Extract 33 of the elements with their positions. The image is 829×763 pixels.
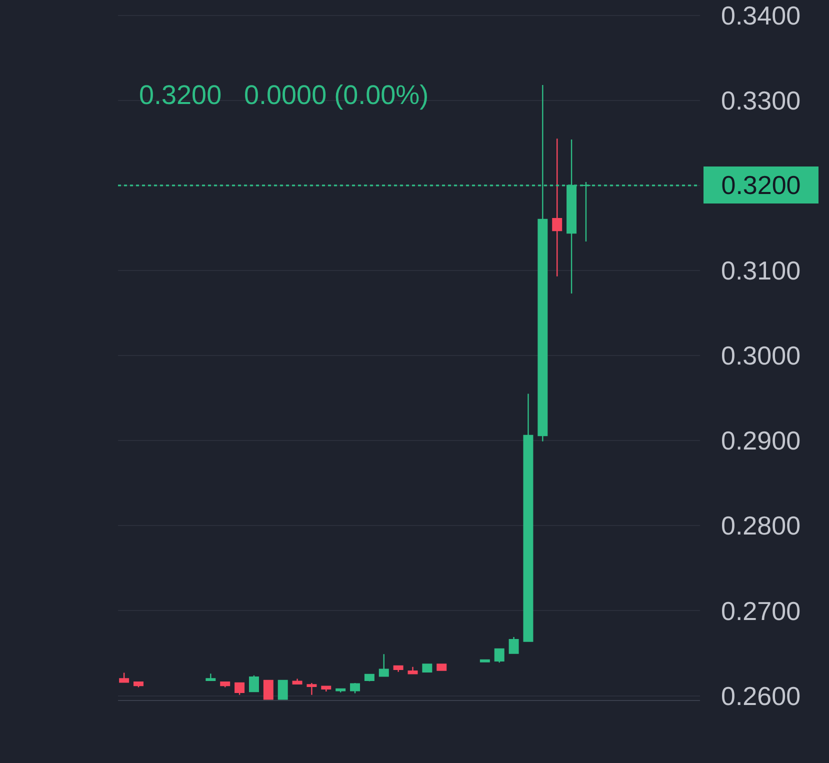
candlestick [408, 666, 418, 674]
y-tick-label: 0.3300 [721, 85, 801, 116]
candlestick [393, 665, 404, 673]
y-tick-label: 0.2600 [721, 680, 801, 711]
candlestick [263, 680, 274, 700]
candlestick [364, 674, 374, 682]
candlestick [422, 664, 432, 673]
candlestick [523, 393, 534, 642]
candlestick [278, 680, 288, 700]
candlestick [508, 636, 519, 654]
annotation: 0.0000 (0.00%) [244, 80, 429, 110]
candlestick [248, 674, 259, 692]
candlestick [480, 659, 490, 662]
annotation: 0.3200 [139, 80, 222, 110]
candlestick [494, 648, 504, 664]
candlestick [220, 682, 230, 688]
candlestick [552, 138, 562, 278]
candlestick [134, 682, 144, 688]
y-tick-label: 0.2700 [721, 596, 801, 626]
y-tick-label: 0.2900 [721, 426, 801, 456]
candlestick [350, 682, 360, 694]
candlestick [378, 653, 389, 677]
candlestick [234, 682, 245, 696]
candlestick [306, 682, 317, 696]
candlestick [119, 672, 130, 683]
ref-line-label: 0.3200 [721, 170, 801, 200]
y-tick-label: 0.3000 [721, 340, 801, 371]
candlestick [292, 678, 302, 684]
y-tick-label: 0.3400 [721, 0, 801, 30]
y-tick-label: 0.2800 [721, 510, 801, 541]
y-tick-label: 0.3100 [721, 256, 801, 286]
candlestick [206, 673, 216, 682]
candlestick [436, 664, 447, 671]
